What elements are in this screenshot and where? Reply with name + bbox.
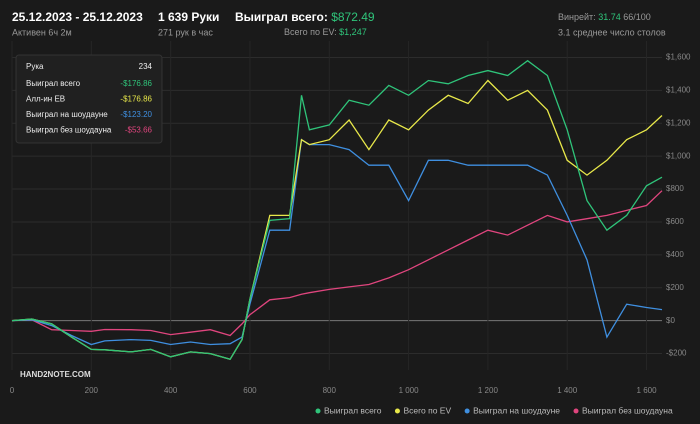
lines bbox=[11, 59, 663, 361]
tooltip-hand: 234 bbox=[139, 62, 153, 71]
winrate-value: 31.74 bbox=[598, 12, 621, 22]
logo: HAND2NOTE.COM bbox=[20, 370, 91, 379]
hands-per-hour: 271 рук в час bbox=[158, 27, 213, 37]
y-tick-label: $800 bbox=[666, 184, 684, 193]
tooltip-value: -$176.86 bbox=[120, 95, 152, 104]
tooltip-label: Выиграл на шоудауне bbox=[26, 110, 108, 119]
legend-label: Всего по EV bbox=[403, 405, 451, 415]
legend-label: Выиграл без шоудауна bbox=[582, 405, 673, 415]
winrate-label: Винрейт: bbox=[558, 12, 596, 22]
x-tick-label: 400 bbox=[164, 386, 178, 395]
legend-marker bbox=[464, 408, 470, 414]
ev-value: $1,247 bbox=[339, 27, 367, 37]
tooltip-hand-label: Рука bbox=[26, 62, 44, 71]
tooltip-value: -$176.86 bbox=[120, 79, 152, 88]
tooltip-value: -$53.66 bbox=[125, 126, 153, 135]
x-tick-label: 0 bbox=[10, 386, 15, 395]
series-line bbox=[11, 138, 663, 346]
series-line bbox=[11, 59, 663, 361]
y-tick-label: $600 bbox=[666, 217, 684, 226]
x-tick-label: 1 200 bbox=[478, 386, 499, 395]
winrate-unit: 66/100 bbox=[623, 12, 651, 22]
active-time: Активен 6ч 2м bbox=[12, 27, 72, 37]
ev-summary: Всего по EV: $1,247 bbox=[284, 27, 367, 37]
ev-label: Всего по EV: bbox=[284, 27, 337, 37]
y-tick-label: -$200 bbox=[666, 349, 687, 358]
won-label: Выиграл всего: bbox=[235, 10, 328, 24]
tooltip-label: Выиграл без шоудауна bbox=[26, 126, 112, 135]
won-value: $872.49 bbox=[331, 10, 375, 24]
y-tick-label: $0 bbox=[666, 316, 675, 325]
tooltip-value: -$123.20 bbox=[120, 110, 152, 119]
x-tick-label: 200 bbox=[85, 386, 99, 395]
tables: 3.1 среднее число столов bbox=[558, 27, 666, 37]
won-summary: Выиграл всего: $872.49 bbox=[235, 10, 375, 24]
period: 25.12.2023 - 25.12.2023 bbox=[12, 10, 143, 24]
x-tick-label: 600 bbox=[243, 386, 257, 395]
y-tick-label: $200 bbox=[666, 283, 684, 292]
x-tick-label: 1 000 bbox=[399, 386, 420, 395]
legend-marker bbox=[573, 408, 579, 414]
legend-label: Выиграл всего bbox=[324, 405, 382, 415]
tooltip: Рука 234 Выиграл всего -$176.86 Алл-ин EB -… bbox=[15, 54, 163, 144]
legend: Выиграл всего Всего по EV Выиграл на шоуда… bbox=[315, 405, 673, 415]
tooltip-label: Алл-ин EB bbox=[26, 95, 65, 104]
x-tick-label: 800 bbox=[323, 386, 337, 395]
y-tick-label: $1,200 bbox=[666, 118, 691, 127]
x-tick-label: 1 600 bbox=[637, 386, 658, 395]
tooltip-box bbox=[15, 54, 163, 144]
winrate: Винрейт: 31.74 66/100 bbox=[558, 12, 651, 22]
tooltip-label: Выиграл всего bbox=[26, 79, 81, 88]
y-tick-label: $400 bbox=[666, 250, 684, 259]
y-tick-label: $1,600 bbox=[666, 53, 691, 62]
series-line bbox=[11, 190, 663, 337]
x-tick-label: 1 400 bbox=[557, 386, 578, 395]
legend-label: Выиграл на шоудауне bbox=[473, 405, 560, 415]
legend-marker bbox=[394, 408, 400, 414]
y-tick-label: $1,000 bbox=[666, 151, 691, 160]
hands: 1 639 Руки bbox=[158, 10, 219, 24]
y-tick-label: $1,400 bbox=[666, 85, 691, 94]
legend-marker bbox=[315, 408, 321, 414]
